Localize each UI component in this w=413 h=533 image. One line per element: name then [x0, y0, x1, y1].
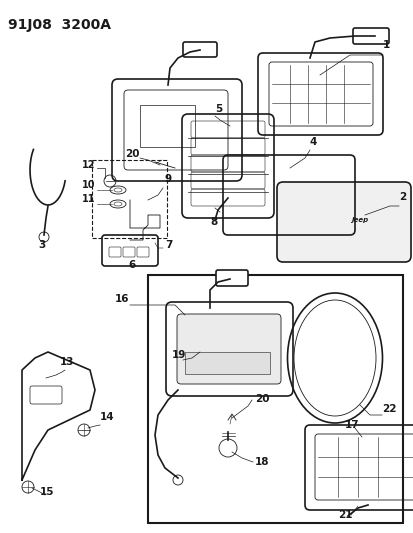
- Bar: [147, 275, 402, 523]
- Text: 12: 12: [82, 160, 95, 170]
- Text: 91J08  3200A: 91J08 3200A: [8, 18, 111, 32]
- Text: 18: 18: [254, 457, 269, 467]
- Text: 8: 8: [209, 217, 217, 227]
- Text: 5: 5: [214, 104, 222, 114]
- Bar: [185, 352, 269, 374]
- Text: 1: 1: [382, 40, 389, 50]
- Text: 10: 10: [82, 180, 95, 190]
- Text: 20: 20: [125, 149, 139, 159]
- Text: 15: 15: [40, 487, 55, 497]
- Text: 20: 20: [254, 394, 269, 404]
- FancyBboxPatch shape: [183, 42, 216, 57]
- Text: 6: 6: [128, 260, 135, 270]
- FancyBboxPatch shape: [352, 28, 388, 44]
- Text: 17: 17: [344, 420, 359, 430]
- FancyBboxPatch shape: [177, 314, 280, 384]
- FancyBboxPatch shape: [216, 270, 247, 286]
- Text: 14: 14: [100, 412, 114, 422]
- Text: 2: 2: [398, 192, 405, 202]
- Text: Jeep: Jeep: [351, 217, 368, 223]
- Text: 16: 16: [115, 294, 129, 304]
- Text: 11: 11: [82, 194, 95, 204]
- Text: 4: 4: [309, 137, 317, 147]
- Text: 9: 9: [165, 174, 172, 184]
- Text: 19: 19: [171, 350, 186, 360]
- FancyBboxPatch shape: [276, 182, 410, 262]
- Text: 21: 21: [337, 510, 351, 520]
- Bar: [140, 105, 195, 147]
- Bar: [92, 160, 166, 238]
- Text: 13: 13: [60, 357, 74, 367]
- Text: 7: 7: [165, 240, 172, 250]
- Text: 22: 22: [381, 404, 396, 414]
- Text: 3: 3: [38, 240, 45, 250]
